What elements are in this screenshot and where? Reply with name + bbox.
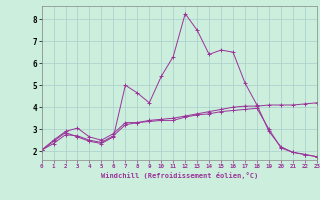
X-axis label: Windchill (Refroidissement éolien,°C): Windchill (Refroidissement éolien,°C) — [100, 172, 258, 179]
